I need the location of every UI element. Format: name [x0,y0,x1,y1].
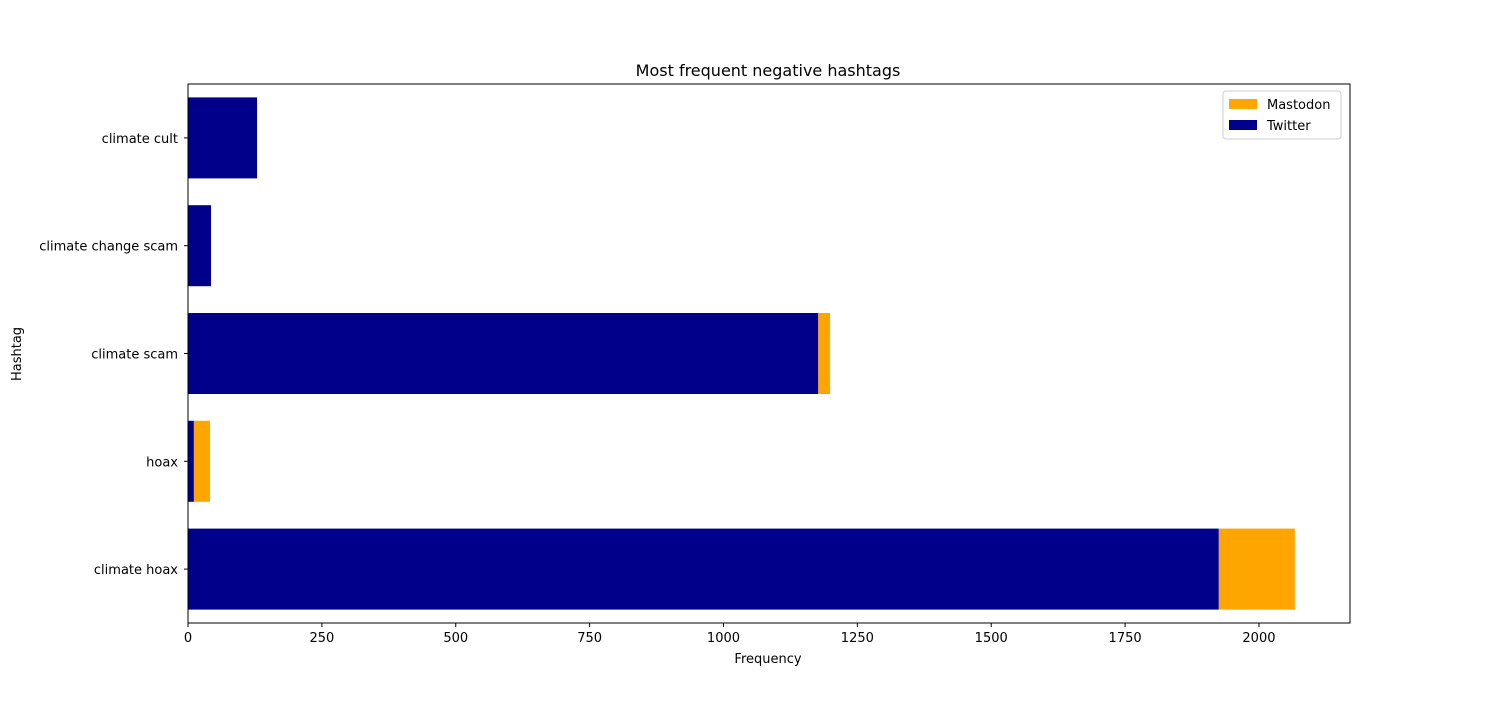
y-tick-label: climate change scam [39,240,178,255]
bar-twitter-hoax [188,420,194,502]
chart-title: Most frequent negative hashtags [636,61,901,80]
x-tick-label: 0 [184,631,192,646]
y-tick-label: hoax [146,455,178,470]
x-tick-label: 1500 [975,631,1008,646]
bar-twitter-climate-cult [188,97,258,179]
bars-layer [188,97,1295,610]
bar-twitter-climate-scam [188,313,819,394]
bar-mastodon-climate-scam [818,313,831,394]
ticks-layer: climate hoax hoax climate scam climate chan… [39,132,1275,646]
legend-swatch-mastodon [1229,99,1257,109]
bar-mastodon-climate-hoax [1218,528,1295,610]
x-tick-label: 2000 [1242,631,1275,646]
x-tick-label: 1250 [841,631,874,646]
legend-swatch-twitter [1229,120,1257,130]
y-tick-label: climate hoax [94,563,178,578]
plot-area-frame [187,83,1351,624]
y-tick-label: climate cult [102,132,178,147]
x-axis-label: Frequency [734,652,801,667]
bar-twitter-climate-hoax [188,528,1219,610]
y-tick-label: climate scam [91,348,178,363]
x-tick-label: 250 [309,631,334,646]
legend: Mastodon Twitter [1222,90,1342,140]
legend-label-twitter: Twitter [1266,119,1311,134]
x-tick-label: 500 [443,631,468,646]
legend-label-mastodon: Mastodon [1267,98,1330,113]
x-tick-label: 1750 [1109,631,1142,646]
x-tick-label: 1000 [707,631,740,646]
x-tick-label: 750 [577,631,602,646]
bar-twitter-climate-change-scam [188,205,212,287]
y-axis-label: Hashtag [10,327,25,381]
bar-mastodon-hoax [193,420,210,502]
